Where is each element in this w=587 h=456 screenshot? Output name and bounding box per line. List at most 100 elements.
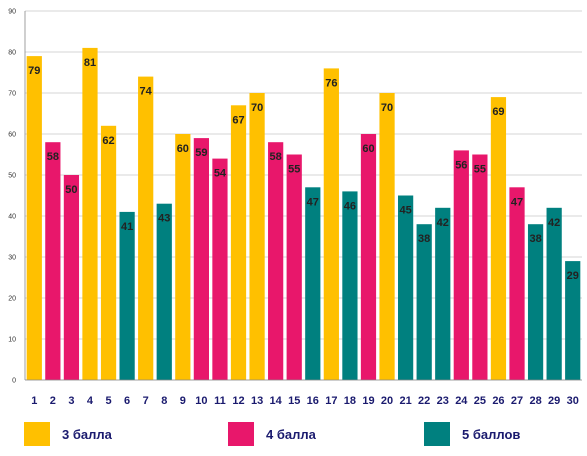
x-tick-label: 15: [288, 395, 300, 407]
data-label: 29: [567, 270, 579, 282]
y-tick-label: 80: [8, 50, 16, 57]
x-tick-label: 21: [399, 395, 411, 407]
legend-label-5-ballov: 5 баллов: [462, 426, 521, 442]
data-label: 70: [381, 102, 393, 114]
x-tick-label: 6: [124, 395, 130, 407]
legend-swatch-5-ballov: [424, 422, 450, 446]
x-tick-label: 17: [325, 395, 337, 407]
x-tick-label: 18: [344, 395, 356, 407]
gridlines: [25, 10, 582, 381]
data-label: 62: [102, 135, 114, 147]
data-label: 60: [177, 143, 189, 155]
x-tick-label: 3: [68, 395, 74, 407]
x-tick-label: 30: [567, 395, 579, 407]
x-tick-label: 28: [529, 395, 541, 407]
data-label: 42: [548, 217, 560, 229]
data-label: 43: [158, 213, 170, 225]
data-label: 74: [140, 86, 153, 98]
bar: [230, 105, 247, 381]
x-tick-label: 19: [362, 395, 374, 407]
bar: [249, 93, 265, 380]
x-tick-label: 4: [87, 395, 94, 407]
y-tick-label: 50: [8, 173, 16, 180]
x-tick-label: 1: [31, 395, 37, 407]
data-label: 58: [270, 151, 282, 163]
y-tick-label: 60: [8, 132, 16, 139]
data-labels: 79 58 50 81 62 41 74 43 60 59 54 67 70 58 55 47 76 46 60 70…: [28, 57, 579, 282]
bar: [26, 56, 42, 380]
bar: [416, 224, 432, 380]
x-tick-label: 8: [161, 395, 167, 407]
data-label: 70: [251, 102, 263, 114]
x-tick-label: 13: [251, 395, 263, 407]
x-tick-label: 26: [492, 395, 504, 407]
bar: [63, 175, 80, 380]
y-tick-label: 10: [8, 337, 16, 344]
x-tick-label: 23: [437, 395, 449, 407]
y-tick-label: 90: [8, 9, 16, 16]
x-tick-label: 27: [511, 395, 523, 407]
data-label: 79: [28, 65, 40, 77]
data-label: 50: [65, 184, 77, 196]
data-label: 69: [492, 106, 504, 118]
data-label: 47: [511, 196, 523, 208]
legend-swatch-4-balla: [228, 422, 254, 446]
x-tick-label: 5: [105, 395, 111, 407]
bar: [175, 134, 191, 380]
x-tick-label: 14: [270, 395, 283, 407]
data-label: 58: [47, 151, 59, 163]
bar: [156, 203, 172, 380]
x-tick-label: 29: [548, 395, 560, 407]
bars: [26, 47, 581, 381]
legend-label-3-balla: 3 балла: [62, 426, 112, 442]
x-tick-label: 12: [232, 395, 244, 407]
y-tick-label: 40: [8, 214, 16, 221]
x-tick-label: 9: [180, 395, 186, 407]
bar: [509, 187, 525, 380]
data-label: 59: [195, 147, 207, 159]
y-axis: 0 10 20 30 40 50 60 70 80 90: [8, 9, 26, 385]
bar: [453, 150, 469, 380]
data-label: 54: [214, 168, 227, 180]
legend-item-5-ballov: 5 баллов: [424, 422, 520, 446]
bar: [360, 134, 377, 380]
bar: [527, 224, 544, 380]
bar: [305, 187, 321, 380]
x-tick-label: 2: [50, 395, 56, 407]
legend-swatch-3-balla: [24, 422, 50, 446]
x-tick-label: 11: [214, 395, 226, 407]
bar: [342, 191, 358, 380]
bar: [268, 142, 284, 380]
bar: [565, 261, 581, 380]
data-label: 67: [232, 114, 244, 126]
x-tick-label: 20: [381, 395, 393, 407]
legend-item-3-balla: 3 балла: [24, 422, 112, 446]
data-label: 55: [474, 164, 486, 176]
data-label: 38: [529, 233, 541, 245]
x-tick-label: 7: [143, 395, 149, 407]
x-tick-label: 22: [418, 395, 430, 407]
bar: [490, 97, 507, 380]
y-tick-label: 0: [12, 378, 16, 385]
y-tick-label: 70: [8, 91, 16, 98]
bar: [193, 138, 209, 380]
y-tick-label: 30: [8, 255, 16, 262]
bar: [138, 76, 154, 380]
legend-item-4-balla: 4 балла: [228, 422, 316, 446]
data-label: 41: [121, 221, 133, 233]
bar: [435, 207, 451, 380]
data-label: 42: [437, 217, 449, 229]
x-tick-label: 24: [455, 395, 468, 407]
x-tick-label: 16: [307, 395, 319, 407]
data-label: 60: [362, 143, 374, 155]
bar: [212, 158, 228, 380]
data-label: 55: [288, 164, 300, 176]
bar: [379, 93, 395, 380]
bar: [45, 142, 61, 380]
bar: [119, 211, 135, 380]
data-label: 81: [84, 57, 96, 69]
legend-label-4-balla: 4 балла: [266, 426, 316, 442]
data-label: 56: [455, 159, 467, 171]
data-label: 46: [344, 200, 356, 212]
